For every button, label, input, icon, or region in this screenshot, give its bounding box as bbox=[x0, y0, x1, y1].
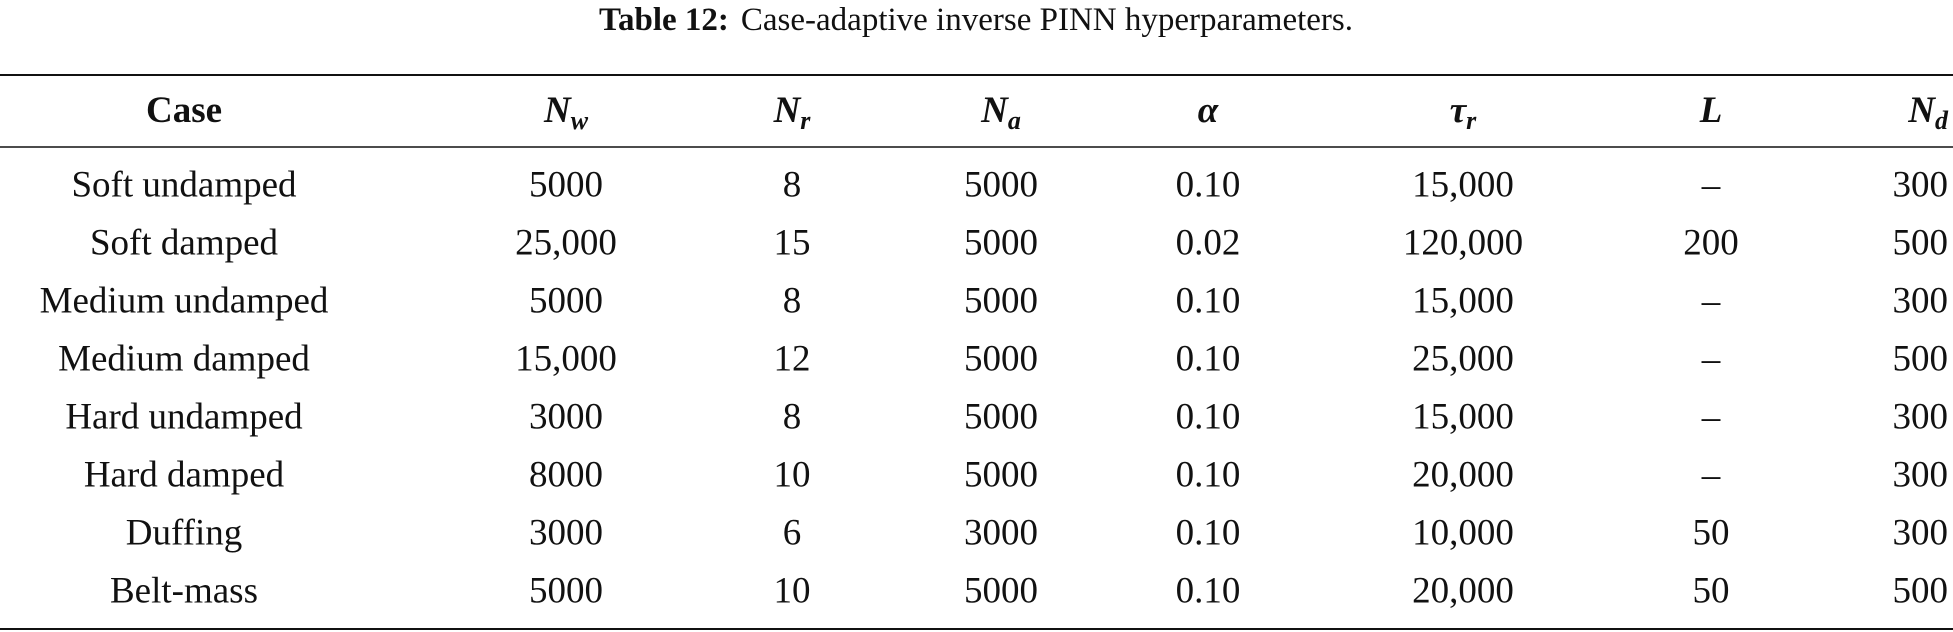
table-cell: 3000 bbox=[964, 512, 1038, 553]
table-cell: – bbox=[1701, 454, 1721, 495]
table-cell: 15,000 bbox=[1412, 164, 1514, 205]
header-subscript: d bbox=[1935, 106, 1949, 135]
table-cell: 500 bbox=[1893, 338, 1949, 379]
table-cell: 5000 bbox=[964, 454, 1038, 495]
row-label: Medium undamped bbox=[40, 280, 329, 321]
table-cell: 10 bbox=[774, 454, 811, 495]
table-cell: – bbox=[1701, 338, 1721, 379]
table-cell: 0.10 bbox=[1176, 570, 1241, 611]
table-cell: 20,000 bbox=[1412, 570, 1514, 611]
header-subscript: a bbox=[1008, 106, 1021, 135]
header-symbol: N bbox=[773, 90, 802, 131]
header-cell: Na bbox=[980, 90, 1021, 134]
table-cell: 15,000 bbox=[1412, 280, 1514, 321]
table-cell: 25,000 bbox=[1412, 338, 1514, 379]
table-cell: 500 bbox=[1893, 570, 1949, 611]
table-cell: 200 bbox=[1683, 222, 1739, 263]
table-cell: 120,000 bbox=[1403, 222, 1523, 263]
row-label: Medium damped bbox=[58, 338, 310, 379]
table-cell: 3000 bbox=[529, 512, 603, 553]
row-label: Hard undamped bbox=[65, 396, 303, 437]
header-cell: Nw bbox=[543, 90, 589, 134]
table-cell: 15 bbox=[774, 222, 811, 263]
header-symbol: τ bbox=[1450, 90, 1468, 131]
table-cell: 300 bbox=[1893, 512, 1949, 553]
table-cell: 5000 bbox=[964, 338, 1038, 379]
row-label: Duffing bbox=[126, 512, 242, 553]
table-cell: – bbox=[1701, 396, 1721, 437]
table-cell: – bbox=[1701, 280, 1721, 321]
table-cell: 5000 bbox=[964, 164, 1038, 205]
table-cell: 50 bbox=[1693, 512, 1730, 553]
table-cell: 300 bbox=[1893, 280, 1949, 321]
header-subscript: r bbox=[1466, 106, 1477, 135]
header-symbol: N bbox=[543, 90, 572, 131]
caption: Table 12: Case-adaptive inverse PINN hype… bbox=[599, 2, 1353, 38]
table-cell: 8 bbox=[783, 280, 802, 321]
table-cell: 5000 bbox=[529, 570, 603, 611]
table-cell: 0.02 bbox=[1176, 222, 1241, 263]
header-subscript: w bbox=[571, 106, 589, 135]
row-label: Soft undamped bbox=[71, 164, 297, 205]
table-cell: 5000 bbox=[529, 280, 603, 321]
table-cell: 8 bbox=[783, 164, 802, 205]
caption-label: Table 12: bbox=[599, 2, 729, 38]
header-cell: Nd bbox=[1907, 90, 1949, 134]
header-symbol: α bbox=[1198, 90, 1219, 131]
header-subscript: r bbox=[800, 106, 811, 135]
header-cell: Nr bbox=[773, 90, 812, 134]
table-cell: 5000 bbox=[964, 570, 1038, 611]
table-cell: 3000 bbox=[529, 396, 603, 437]
table-cell: 20,000 bbox=[1412, 454, 1514, 495]
header-cell: τr bbox=[1450, 90, 1477, 134]
header-cell: L bbox=[1699, 90, 1723, 131]
table-cell: 500 bbox=[1893, 222, 1949, 263]
row-label: Hard damped bbox=[84, 454, 285, 495]
table-cell: 15,000 bbox=[1412, 396, 1514, 437]
table-cell: 5000 bbox=[964, 280, 1038, 321]
table-cell: 5000 bbox=[529, 164, 603, 205]
table-cell: 10,000 bbox=[1412, 512, 1514, 553]
header-symbol: N bbox=[980, 90, 1009, 131]
caption-text: Case-adaptive inverse PINN hyperparamete… bbox=[741, 2, 1353, 38]
table-cell: 15,000 bbox=[515, 338, 617, 379]
table-cell: 5000 bbox=[964, 396, 1038, 437]
table-cell: 25,000 bbox=[515, 222, 617, 263]
table-cell: 50 bbox=[1693, 570, 1730, 611]
table-cell: – bbox=[1701, 164, 1721, 205]
table-cell: 8 bbox=[783, 396, 802, 437]
row-label: Soft damped bbox=[90, 222, 279, 263]
header-cell: α bbox=[1198, 90, 1219, 131]
table-cell: 300 bbox=[1893, 396, 1949, 437]
table-cell: 10 bbox=[774, 570, 811, 611]
header-symbol: N bbox=[1907, 90, 1936, 131]
header-cell: Case bbox=[146, 90, 222, 131]
table-cell: 6 bbox=[783, 512, 802, 553]
table-cell: 12 bbox=[774, 338, 811, 379]
table-cell: 0.10 bbox=[1176, 338, 1241, 379]
table-cell: 8000 bbox=[529, 454, 603, 495]
table-cell: 300 bbox=[1893, 164, 1949, 205]
table-cell: 0.10 bbox=[1176, 512, 1241, 553]
header-symbol: Case bbox=[146, 90, 222, 131]
table-cell: 300 bbox=[1893, 454, 1949, 495]
table-cell: 0.10 bbox=[1176, 454, 1241, 495]
table-cell: 5000 bbox=[964, 222, 1038, 263]
table-cell: 0.10 bbox=[1176, 280, 1241, 321]
table-cell: 0.10 bbox=[1176, 396, 1241, 437]
row-label: Belt-mass bbox=[110, 570, 258, 611]
header-symbol: L bbox=[1699, 90, 1723, 131]
table-cell: 0.10 bbox=[1176, 164, 1241, 205]
